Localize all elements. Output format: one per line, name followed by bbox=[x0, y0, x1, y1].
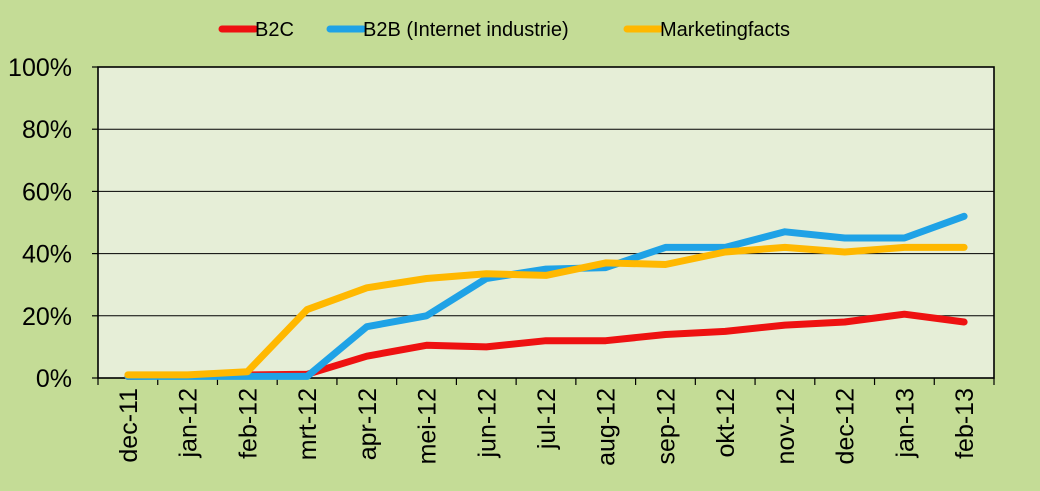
y-axis: 0% 20% 40% 60% 80% 100% bbox=[8, 54, 98, 393]
y-tick-label: 60% bbox=[22, 178, 72, 206]
x-tick-label: dec-12 bbox=[832, 388, 860, 464]
y-tick-label: 80% bbox=[22, 116, 72, 144]
y-tick-label: 0% bbox=[36, 365, 72, 393]
grid-layer bbox=[98, 128, 994, 317]
x-tick-label: nov-12 bbox=[772, 388, 800, 464]
x-axis: dec-11 jan-12 feb-12 mrt-12 apr-12 mei-12 jun-… bbox=[97, 378, 995, 466]
x-tick-label: feb-13 bbox=[951, 388, 979, 459]
x-tick-label: mei-12 bbox=[414, 388, 442, 464]
legend-label: B2C bbox=[255, 19, 294, 41]
series-layer bbox=[124, 212, 968, 380]
y-tick-label: 20% bbox=[22, 303, 72, 331]
x-tick-label: apr-12 bbox=[354, 388, 382, 460]
x-tick-label: jan-13 bbox=[891, 388, 919, 459]
plot-area bbox=[97, 66, 995, 379]
x-tick-label: jan-12 bbox=[175, 388, 203, 459]
legend-label: Marketingfacts bbox=[660, 19, 790, 41]
series-line-3 bbox=[124, 243, 968, 379]
legend-label: B2B (Internet industrie) bbox=[363, 19, 569, 41]
x-tick-label: sep-12 bbox=[652, 388, 680, 464]
y-tick-label: 40% bbox=[22, 241, 72, 269]
x-tick-label: jul-12 bbox=[533, 388, 561, 450]
x-tick-label: mrt-12 bbox=[294, 388, 322, 460]
legend: B2C B2B (Internet industrie) Marketingfact… bbox=[218, 19, 790, 41]
series-line-2 bbox=[124, 212, 968, 380]
x-tick-label: dec-11 bbox=[115, 388, 143, 463]
x-tick-label: okt-12 bbox=[712, 388, 740, 457]
x-tick-label: feb-12 bbox=[234, 388, 262, 459]
x-tick-label: jun-12 bbox=[473, 388, 501, 459]
y-tick-label: 100% bbox=[8, 54, 72, 82]
x-tick-label: aug-12 bbox=[593, 388, 621, 466]
